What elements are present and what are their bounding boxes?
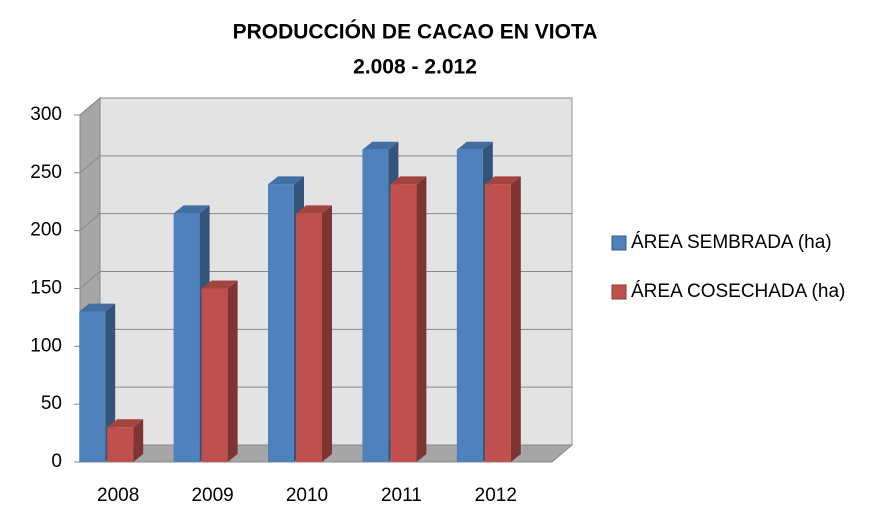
bar-top xyxy=(107,419,144,428)
bar-front xyxy=(484,184,511,462)
bar-top xyxy=(296,205,332,214)
bar-top xyxy=(173,205,210,214)
bar-top xyxy=(79,303,116,312)
bar-side xyxy=(227,280,238,462)
bar xyxy=(173,205,210,463)
y-tick-label: 200 xyxy=(30,220,62,241)
legend-swatch xyxy=(611,284,627,300)
chart-subtitle: 2.008 - 2.012 xyxy=(353,56,477,79)
bar-front xyxy=(107,427,134,462)
bar-side xyxy=(133,419,144,462)
bar-side xyxy=(105,303,116,462)
bar xyxy=(296,205,332,463)
bar-top xyxy=(456,141,493,150)
y-tick-label: 150 xyxy=(30,278,62,299)
bar xyxy=(107,419,144,462)
bar-top xyxy=(201,280,238,289)
x-tick-label: 2009 xyxy=(191,485,233,506)
y-tick-label: 300 xyxy=(30,104,62,125)
bar xyxy=(390,176,427,462)
bar-top xyxy=(268,176,304,185)
bar-top xyxy=(362,141,399,150)
bar-front xyxy=(173,213,200,462)
legend-swatch xyxy=(611,235,627,251)
bar-side xyxy=(322,205,332,463)
bar-top xyxy=(390,176,427,185)
bar xyxy=(484,176,521,462)
grid-line xyxy=(79,97,572,116)
bar-front xyxy=(79,311,106,462)
bar-front xyxy=(362,149,389,462)
bar xyxy=(201,280,238,462)
y-tick-label: 50 xyxy=(41,393,62,414)
x-tick-label: 2008 xyxy=(97,485,139,506)
bar xyxy=(79,303,116,462)
y-tick-label: 100 xyxy=(30,335,62,356)
y-tick-label: 250 xyxy=(30,162,62,183)
legend-label: ÁREA SEMBRADA (ha) xyxy=(631,232,832,253)
bar-top xyxy=(484,176,521,185)
grid-line xyxy=(79,155,572,174)
x-tick-label: 2011 xyxy=(381,485,422,506)
chart-title: PRODUCCIÓN DE CACAO EN VIOTA xyxy=(233,20,598,44)
bar-front xyxy=(268,184,294,462)
bar-side xyxy=(416,176,427,462)
bar-front xyxy=(296,213,322,462)
legend-label: ÁREA COSECHADA (ha) xyxy=(631,281,845,302)
bar-front xyxy=(390,184,417,462)
y-tick-label: 0 xyxy=(51,451,62,472)
bar-front xyxy=(201,288,228,462)
bar-front xyxy=(456,149,483,462)
bar-side xyxy=(510,176,521,462)
x-tick-label: 2012 xyxy=(475,485,517,506)
x-tick-label: 2010 xyxy=(286,485,328,506)
